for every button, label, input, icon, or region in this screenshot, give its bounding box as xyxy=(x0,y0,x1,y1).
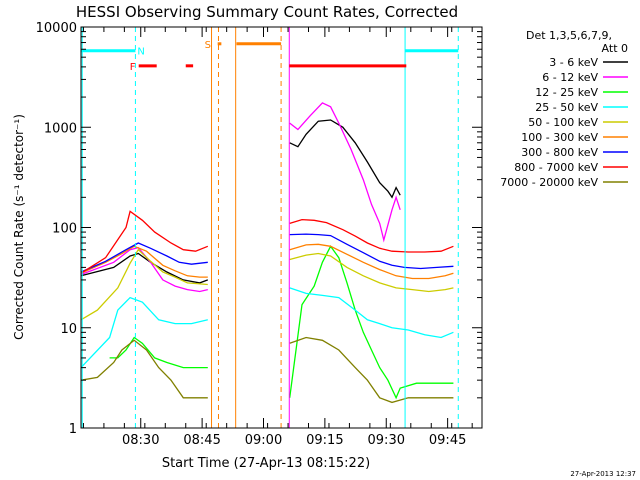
y-tick-label-4: 10000 xyxy=(36,21,77,36)
legend-header-line2: Att 0 xyxy=(602,42,628,55)
footer-timestamp: 27-Apr-2013 12:37 xyxy=(570,470,636,478)
series-line-5-segment-1 xyxy=(289,243,454,280)
series-line-0-segment-1 xyxy=(289,119,401,199)
y-tick-label-0: 1 xyxy=(69,422,77,437)
legend-label-6: 300 - 800 keV xyxy=(521,146,598,159)
chart-title: HESSI Observing Summary Count Rates, Cor… xyxy=(76,3,458,21)
legend-label-1: 6 - 12 keV xyxy=(542,71,598,84)
legend-header-line1: Det 1,3,5,6,7,9, xyxy=(526,29,612,42)
legend-label-5: 100 - 300 keV xyxy=(521,131,598,144)
series-line-7-segment-1 xyxy=(289,218,454,253)
series-line-5-segment-0 xyxy=(80,245,208,278)
series-line-1-segment-0 xyxy=(80,246,208,293)
series-line-4-segment-1 xyxy=(289,252,454,293)
legend-label-8: 7000 - 20000 keV xyxy=(500,176,598,189)
series-line-0-segment-0 xyxy=(80,252,209,284)
series-line-3-segment-1 xyxy=(289,287,454,339)
x-tick-label-0: 08:30 xyxy=(122,433,159,448)
series-line-4-segment-0 xyxy=(80,248,208,321)
observing-mode-overlays: NF S xyxy=(81,27,459,428)
series-line-8-segment-1 xyxy=(289,336,454,404)
legend-label-7: 800 - 7000 keV xyxy=(514,161,598,174)
y-tick-label-1: 10 xyxy=(60,322,77,337)
y-axis-label: Corrected Count Rate (s⁻¹ detector⁻¹) xyxy=(12,114,26,340)
series-line-2-segment-1 xyxy=(289,245,454,400)
x-tick-label-1: 08:45 xyxy=(183,433,220,448)
x-tick-label-3: 09:15 xyxy=(306,433,343,448)
mode-bar-label-2: F xyxy=(130,62,136,73)
series-line-8-segment-0 xyxy=(80,339,208,399)
legend-label-4: 50 - 100 keV xyxy=(528,116,598,129)
series-line-1-segment-1 xyxy=(289,102,401,243)
legend: Det 1,3,5,6,7,9,Att 0 3 - 6 keV 6 - 12 keV… xyxy=(500,29,628,189)
mode-bar-label-0: N xyxy=(137,47,144,58)
y-tick-label-2: 100 xyxy=(52,222,77,237)
series-line-3-segment-0 xyxy=(80,296,208,369)
x-tick-label-4: 09:30 xyxy=(368,433,405,448)
legend-label-0: 3 - 6 keV xyxy=(549,56,598,69)
legend-label-2: 12 - 25 keV xyxy=(535,86,598,99)
x-tick-label-2: 09:00 xyxy=(245,433,282,448)
x-axis-label: Start Time (27-Apr-13 08:15:22) xyxy=(162,456,370,471)
legend-label-3: 25 - 50 keV xyxy=(535,101,598,114)
axes-group: 08:30 08:45 09:00 09:15 09:30 09:45 1 10 100 1000… xyxy=(36,21,483,448)
x-tick-label-5: 09:45 xyxy=(429,433,466,448)
series-line-6-segment-1 xyxy=(289,233,454,270)
series-line-7-segment-0 xyxy=(80,210,209,274)
series-line-2-segment-0 xyxy=(109,336,208,369)
y-tick-label-3: 1000 xyxy=(44,121,77,136)
plot-series-group xyxy=(80,102,454,404)
series-line-6-segment-0 xyxy=(80,242,208,273)
mode-bar-label-5: S xyxy=(205,40,211,51)
